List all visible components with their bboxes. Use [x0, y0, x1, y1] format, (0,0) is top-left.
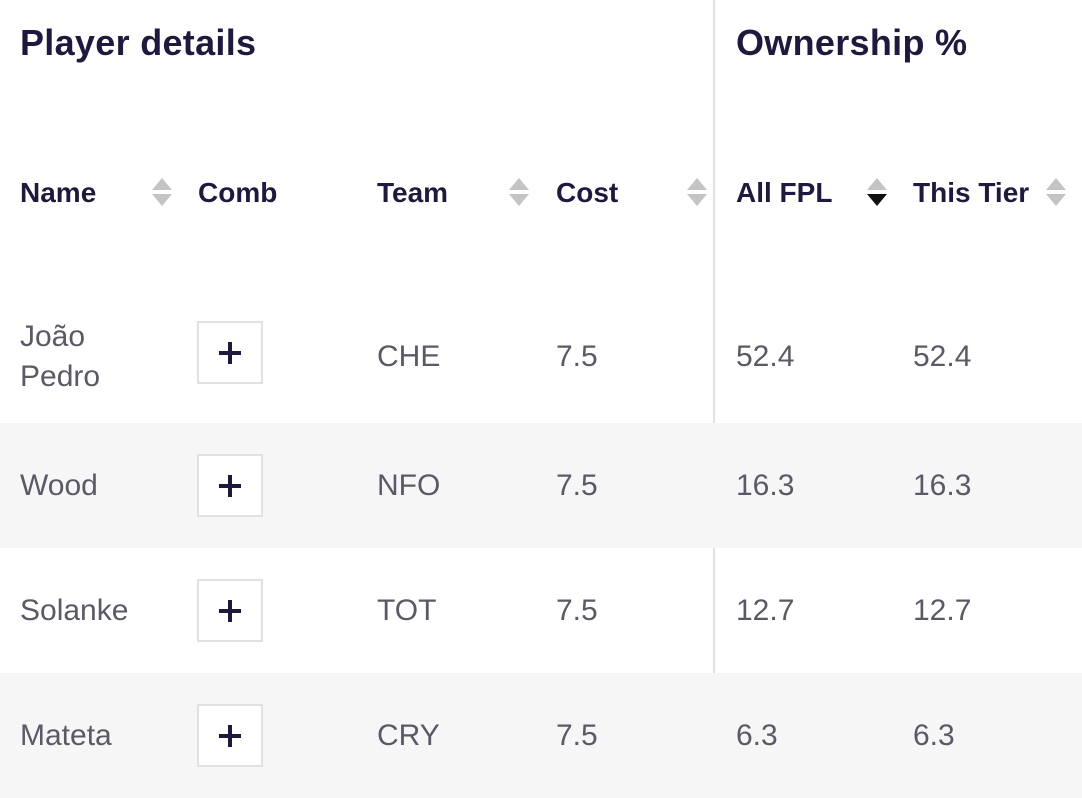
this-tier-cell: 52.4	[913, 339, 972, 373]
column-header-name[interactable]: Name	[20, 177, 97, 208]
this-tier-cell: 6.3	[913, 718, 955, 752]
sort-this-tier-icon[interactable]	[1046, 178, 1066, 210]
player-name[interactable]: Solanke	[20, 593, 129, 627]
add-comb-button[interactable]	[197, 321, 263, 384]
table-row: Mateta CRY 7.5 6.3 6.3	[0, 673, 1082, 798]
table-row: Solanke TOT 7.5 12.7 12.7	[0, 548, 1082, 673]
player-details-title: Player details	[20, 22, 257, 63]
cost-cell: 7.5	[556, 718, 598, 752]
all-fpl-cell: 12.7	[736, 593, 795, 627]
column-header-all-fpl[interactable]: All FPL	[736, 177, 833, 208]
table-row: Wood NFO 7.5 16.3 16.3	[0, 423, 1082, 548]
column-header-team[interactable]: Team	[377, 177, 449, 208]
team-cell: NFO	[377, 468, 441, 502]
plus-icon	[219, 599, 241, 622]
sort-name-icon[interactable]	[152, 178, 172, 210]
all-fpl-cell: 16.3	[736, 468, 795, 502]
ownership-title: Ownership %	[736, 22, 968, 63]
cost-cell: 7.5	[556, 468, 598, 502]
player-name[interactable]: João Pedro	[20, 319, 101, 393]
this-tier-cell: 12.7	[913, 593, 972, 627]
column-header-cost[interactable]: Cost	[556, 177, 619, 208]
plus-icon	[219, 341, 241, 364]
sort-team-icon[interactable]	[509, 178, 529, 210]
player-name[interactable]: Wood	[20, 468, 98, 502]
column-header-comb: Comb	[198, 177, 278, 208]
column-header-this-tier[interactable]: This Tier	[913, 177, 1030, 208]
team-cell: CRY	[377, 718, 440, 752]
cost-cell: 7.5	[556, 339, 598, 373]
all-fpl-cell: 52.4	[736, 339, 795, 373]
section-divider	[713, 0, 715, 798]
add-comb-button[interactable]	[197, 704, 263, 767]
cost-cell: 7.5	[556, 593, 598, 627]
sort-all-fpl-icon[interactable]	[867, 178, 887, 210]
plus-icon	[219, 724, 241, 747]
table-row: João Pedro CHE 7.5 52.4 52.4	[0, 290, 1082, 423]
add-comb-button[interactable]	[197, 579, 263, 642]
sort-cost-icon[interactable]	[687, 178, 707, 210]
player-name[interactable]: Mateta	[20, 718, 112, 752]
add-comb-button[interactable]	[197, 454, 263, 517]
team-cell: CHE	[377, 339, 441, 373]
all-fpl-cell: 6.3	[736, 718, 778, 752]
team-cell: TOT	[377, 593, 437, 627]
this-tier-cell: 16.3	[913, 468, 972, 502]
plus-icon	[219, 474, 241, 497]
